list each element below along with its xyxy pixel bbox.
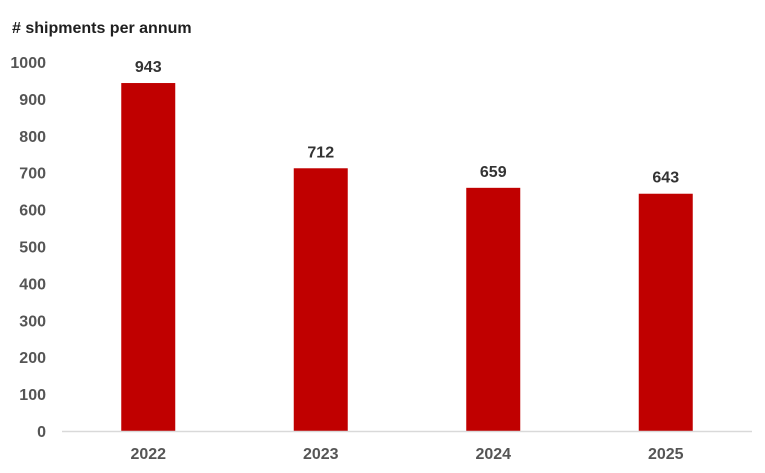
y-tick-label: 100 — [19, 387, 46, 404]
y-tick-label: 400 — [19, 276, 46, 293]
y-tick-label: 200 — [19, 350, 46, 367]
y-tick-label: 600 — [19, 203, 46, 220]
bars-group — [121, 83, 693, 432]
y-tick-label: 300 — [19, 313, 46, 330]
y-tick-label: 900 — [19, 92, 46, 109]
x-tick-label-2023: 2023 — [303, 446, 339, 463]
y-tick-label: 1000 — [10, 55, 46, 72]
bar-2023 — [293, 168, 348, 431]
x-axis-category-labels: 2022 2023 2024 2025 — [130, 446, 683, 463]
y-tick-label: 500 — [19, 240, 46, 257]
data-label-2023: 712 — [307, 144, 334, 161]
bar-2024 — [466, 187, 521, 431]
x-tick-label-2025: 2025 — [648, 446, 684, 463]
data-label-2025: 643 — [652, 170, 679, 187]
data-label-2024: 659 — [480, 164, 507, 181]
data-labels-group: 943 712 659 643 — [135, 59, 679, 187]
bar-2022 — [121, 83, 176, 432]
x-tick-label-2024: 2024 — [475, 446, 511, 463]
y-tick-label: 800 — [19, 129, 46, 146]
bar-2025 — [638, 193, 693, 431]
x-tick-label-2022: 2022 — [130, 446, 166, 463]
y-tick-label: 700 — [19, 166, 46, 183]
chart-title: # shipments per annum — [12, 20, 192, 37]
y-axis-tick-labels: 0 100 200 300 400 500 600 700 800 900 1000 — [10, 55, 46, 441]
data-label-2022: 943 — [135, 59, 162, 76]
y-tick-label: 0 — [37, 424, 46, 441]
